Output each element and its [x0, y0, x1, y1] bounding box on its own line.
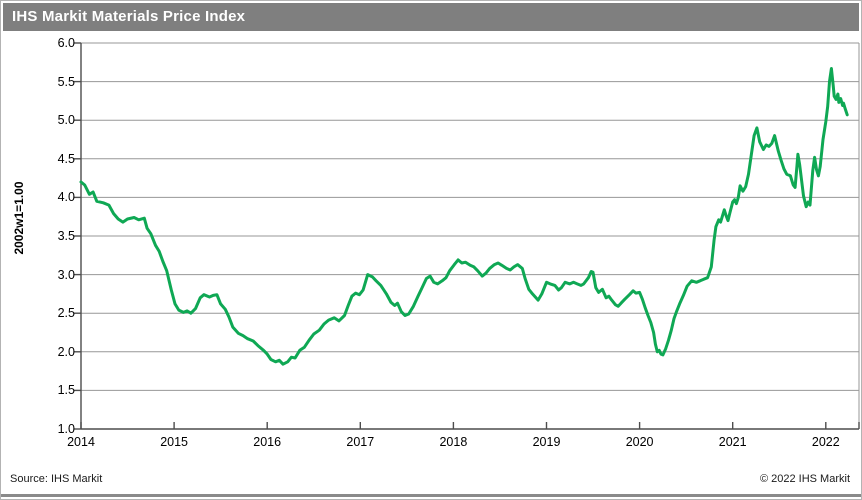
copyright-note: © 2022 IHS Markit [759, 473, 850, 485]
x-tick-label: 2020 [625, 435, 654, 449]
y-tick-label: 5.0 [57, 113, 75, 128]
chart-title: IHS Markit Materials Price Index [12, 8, 246, 25]
x-tick-label: 2016 [253, 435, 282, 449]
source-note: Source: IHS Markit [10, 473, 103, 485]
y-tick-label: 4.0 [57, 190, 75, 205]
y-tick-label: 1.5 [57, 383, 75, 398]
x-tick-label: 2022 [811, 435, 840, 449]
x-tick-label: 2019 [532, 435, 561, 449]
chart-title-bar: IHS Markit Materials Price Index [3, 3, 859, 31]
y-tick-label: 6.0 [57, 36, 75, 50]
x-tick-label: 2017 [346, 435, 375, 449]
x-tick-label: 2021 [718, 435, 747, 449]
y-tick-label: 2.0 [57, 344, 75, 359]
x-tick-label: 2014 [67, 435, 95, 449]
y-tick-label: 3.5 [57, 229, 75, 243]
y-tick-label: 5.5 [57, 74, 75, 89]
x-tick-label: 2018 [439, 435, 468, 449]
y-tick-label: 1.0 [57, 422, 75, 436]
materials-price-index-line [79, 67, 849, 366]
y-tick-label: 2.5 [57, 306, 75, 321]
x-tick-label: 2015 [160, 435, 188, 449]
bottom-accent-bar [1, 494, 861, 497]
y-tick-label: 3.0 [57, 267, 75, 282]
y-tick-label: 4.5 [57, 151, 75, 166]
